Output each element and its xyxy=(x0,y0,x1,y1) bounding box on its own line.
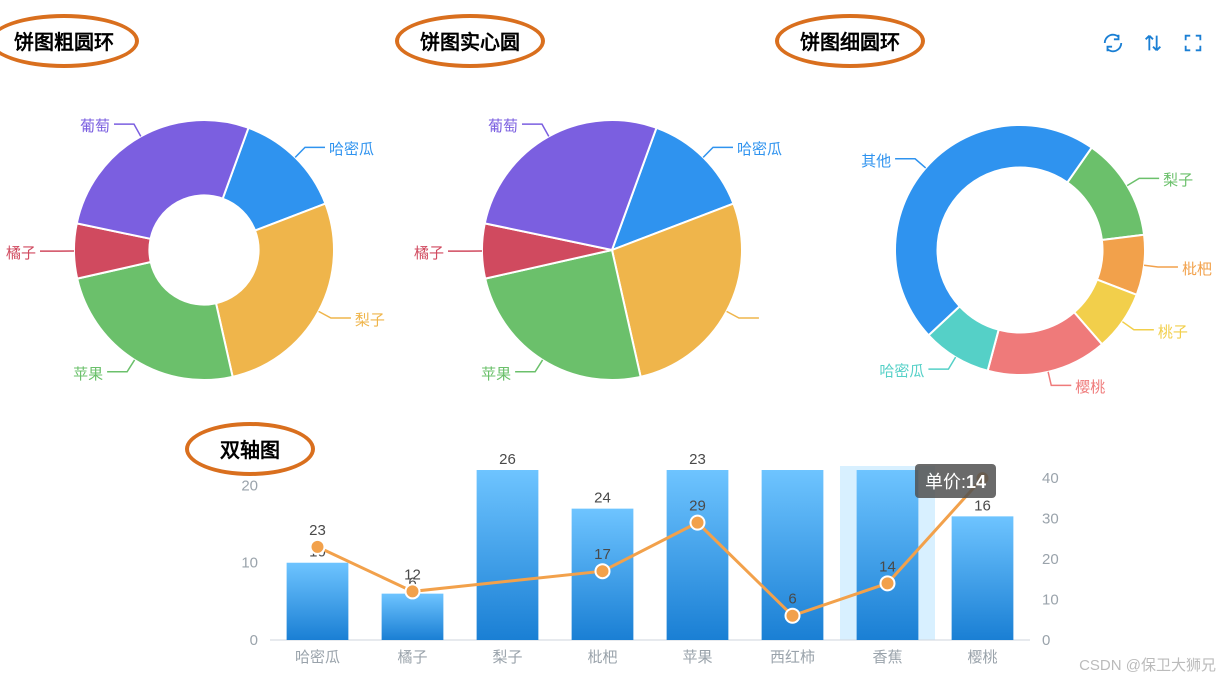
bar[interactable] xyxy=(952,516,1014,640)
svg-text:17: 17 xyxy=(594,546,611,563)
svg-text:16: 16 xyxy=(974,497,991,514)
svg-text:香蕉: 香蕉 xyxy=(872,649,902,666)
line-marker[interactable] xyxy=(881,576,895,590)
title-thin-donut: 饼图细圆环 xyxy=(800,26,900,55)
chart-thick-donut: 哈密瓜梨子苹果橘子葡萄 xyxy=(0,100,408,420)
pie-slice[interactable] xyxy=(895,125,1092,335)
svg-text:26: 26 xyxy=(499,451,516,468)
line-marker[interactable] xyxy=(311,540,325,554)
bar[interactable] xyxy=(667,470,729,640)
svg-text:10: 10 xyxy=(241,555,258,572)
svg-text:23: 23 xyxy=(689,451,706,468)
tooltip-label: 单价: xyxy=(925,472,966,492)
svg-text:0: 0 xyxy=(250,632,258,649)
pie-slice[interactable] xyxy=(77,262,232,380)
svg-text:哈密瓜: 哈密瓜 xyxy=(295,649,340,666)
svg-text:橘子: 橘子 xyxy=(397,649,427,666)
svg-text:29: 29 xyxy=(689,498,706,515)
title-thick-donut: 饼图粗圆环 xyxy=(14,26,114,55)
title-text: 双轴图 xyxy=(220,440,280,462)
svg-text:40: 40 xyxy=(1042,470,1059,487)
fullscreen-icon[interactable] xyxy=(1182,32,1204,59)
pie-slice[interactable] xyxy=(77,120,249,239)
svg-text:20: 20 xyxy=(1042,551,1059,568)
line-marker[interactable] xyxy=(596,564,610,578)
refresh-icon[interactable] xyxy=(1102,32,1124,59)
title-solid-pie: 饼图实心圆 xyxy=(420,26,520,55)
title-text: 饼图粗圆环 xyxy=(14,32,114,54)
bar[interactable] xyxy=(287,563,349,640)
svg-text:0: 0 xyxy=(1042,632,1050,649)
line-marker[interactable] xyxy=(691,516,705,530)
bar[interactable] xyxy=(382,594,444,640)
bar[interactable] xyxy=(477,470,539,640)
bar[interactable] xyxy=(857,470,919,640)
chart-solid-pie: 哈密瓜苹果橘子葡萄 xyxy=(408,100,816,420)
line-marker[interactable] xyxy=(786,609,800,623)
pie-slice[interactable] xyxy=(216,204,334,377)
svg-text:24: 24 xyxy=(594,490,611,507)
svg-text:苹果: 苹果 xyxy=(682,649,712,666)
svg-text:樱桃: 樱桃 xyxy=(967,649,997,666)
svg-text:30: 30 xyxy=(1042,511,1059,528)
svg-text:梨子: 梨子 xyxy=(492,649,522,666)
tooltip-value: 14 xyxy=(966,472,986,492)
title-dual-axis: 双轴图 xyxy=(220,434,280,463)
svg-text:14: 14 xyxy=(879,558,896,575)
svg-text:10: 10 xyxy=(1042,592,1059,609)
dual-axis-chart: 双轴图 0102001020304010哈密瓜6橘子26梨子24枇杷23苹果西红… xyxy=(180,420,1060,680)
svg-text:23: 23 xyxy=(309,522,326,539)
charts-row: 哈密瓜梨子苹果橘子葡萄 哈密瓜苹果橘子葡萄 梨子枇杷桃子樱桃哈密瓜其他 xyxy=(0,100,1224,420)
svg-text:12: 12 xyxy=(404,566,421,583)
svg-text:6: 6 xyxy=(788,591,796,608)
chart-thin-donut: 梨子枇杷桃子樱桃哈密瓜其他 xyxy=(816,100,1224,420)
title-text: 饼图细圆环 xyxy=(800,32,900,54)
line-marker[interactable] xyxy=(406,584,420,598)
tooltip: 单价:14 xyxy=(915,464,996,498)
dual-axis-svg: 0102001020304010哈密瓜6橘子26梨子24枇杷23苹果西红柿香蕉1… xyxy=(180,420,1060,680)
toolbar xyxy=(1102,32,1204,59)
svg-text:西红柿: 西红柿 xyxy=(770,648,815,666)
watermark: CSDN @保卫大狮兄 xyxy=(1079,654,1216,675)
sort-icon[interactable] xyxy=(1142,32,1164,59)
svg-text:枇杷: 枇杷 xyxy=(587,649,617,666)
title-text: 饼图实心圆 xyxy=(420,32,520,54)
svg-text:20: 20 xyxy=(241,477,258,494)
